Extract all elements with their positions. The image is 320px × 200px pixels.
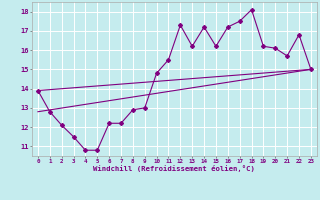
- X-axis label: Windchill (Refroidissement éolien,°C): Windchill (Refroidissement éolien,°C): [93, 165, 255, 172]
